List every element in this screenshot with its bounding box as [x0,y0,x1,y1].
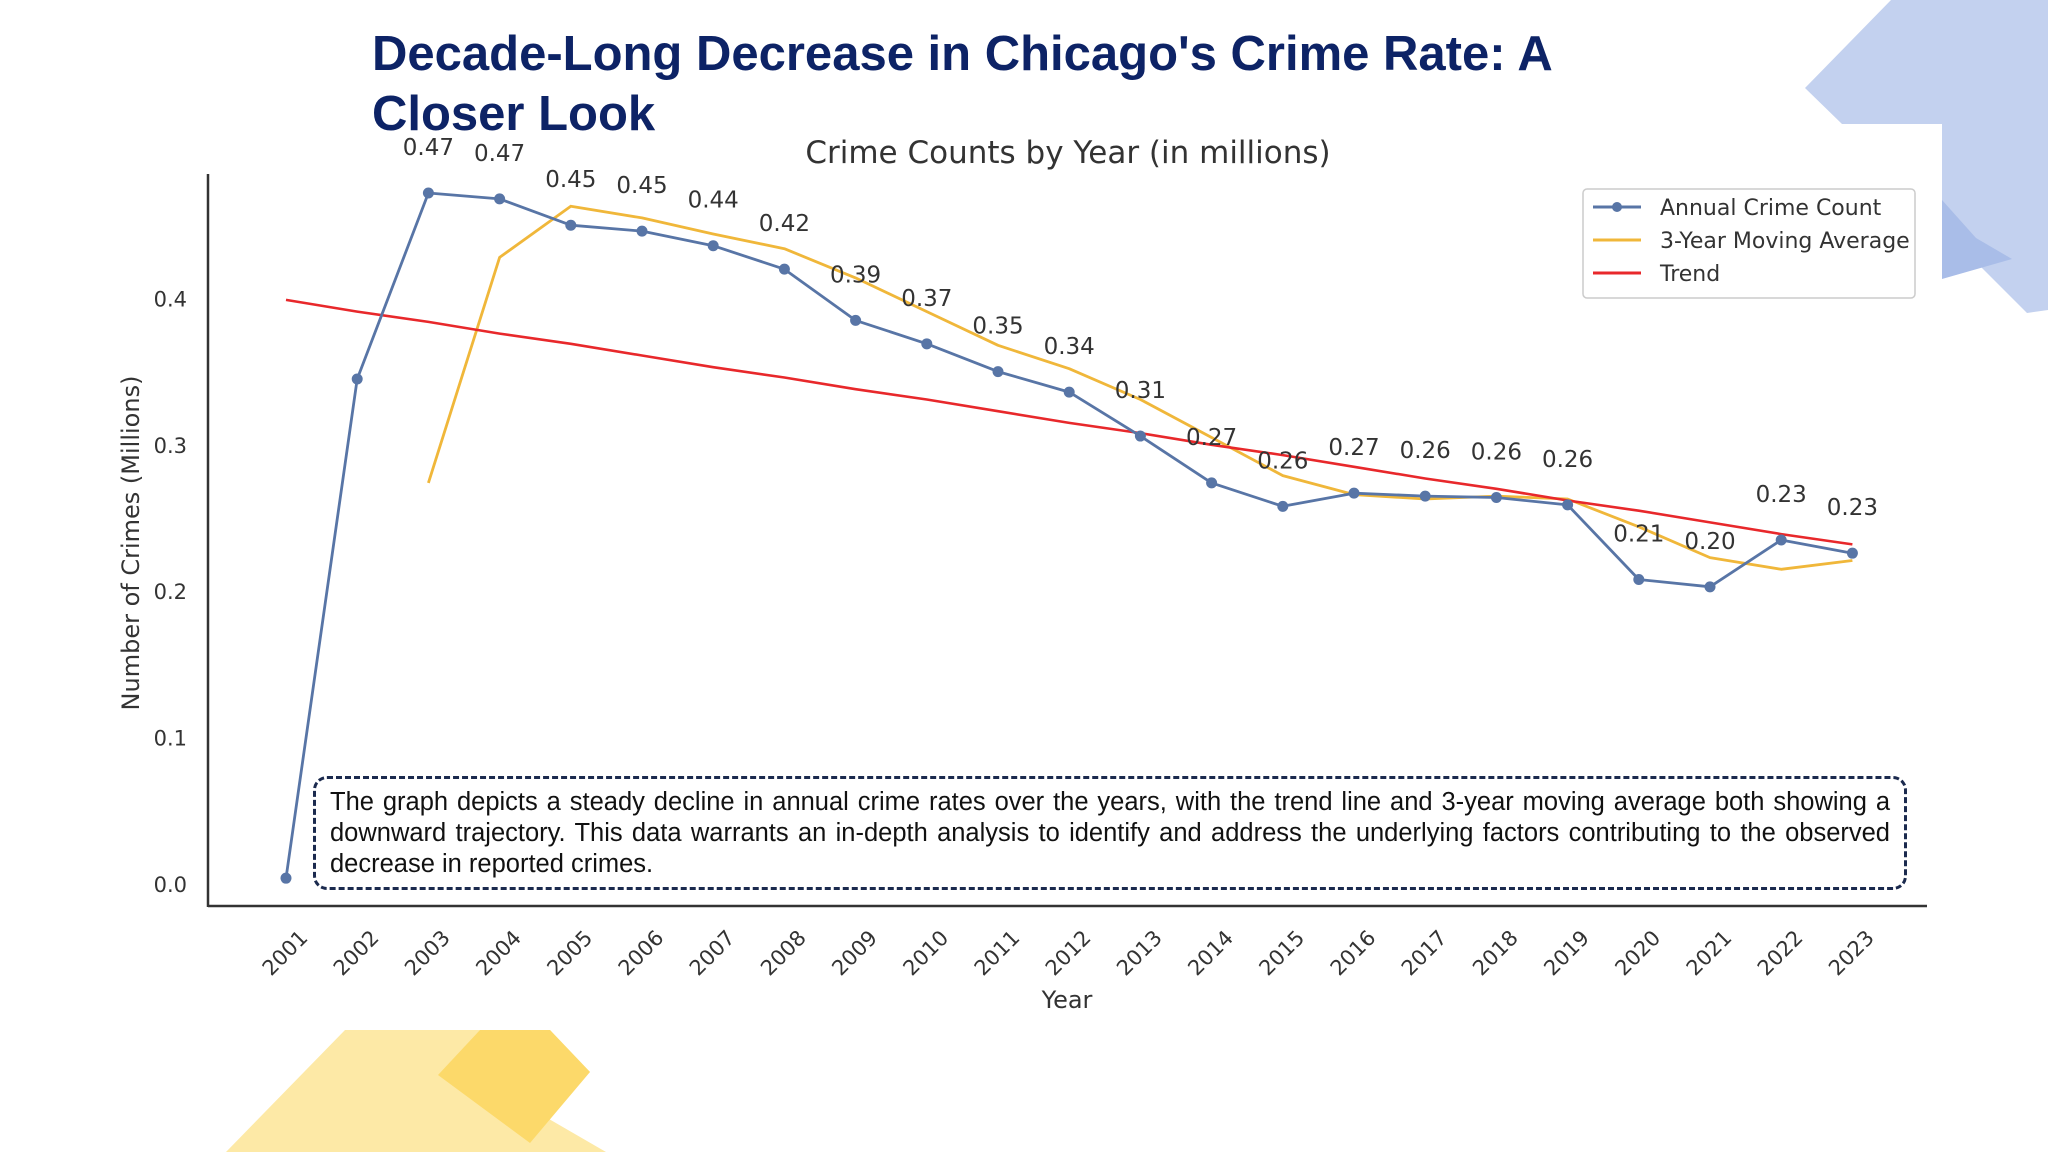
chart-caption-text: The graph depicts a steady decline in an… [330,788,1890,878]
x-tick-label: 2004 [471,926,526,981]
x-tick-label: 2002 [329,926,384,981]
x-tick-label: 2015 [1254,926,1309,981]
x-tick-label: 2011 [970,926,1025,981]
annual-crime-point [707,240,719,252]
x-tick-label: 2018 [1468,926,1523,981]
legend-label-moving-average: 3-Year Moving Average [1660,229,1910,254]
data-label: 0.23 [1827,495,1878,521]
annual-crime-point [1490,492,1502,504]
series-layer [280,187,1858,884]
x-tick-label: 2021 [1682,926,1737,981]
y-tick-label: 0.2 [154,580,187,604]
chart-title: Crime Counts by Year (in millions) [805,135,1330,171]
slide-title: Decade-Long Decrease in Chicago's Crime … [372,27,1551,141]
x-tick-label: 2014 [1183,926,1238,981]
x-tick-label: 2023 [1824,926,1879,981]
x-tick-label: 2007 [685,926,740,981]
data-label: 0.23 [1756,482,1807,508]
data-label: 0.47 [403,135,454,161]
annual-crime-point [1348,487,1360,499]
annual-crime-point [778,263,790,275]
data-label: 0.45 [616,173,667,199]
x-tick-labels: 2001 2002 2003 2004 2005 2006 2007 2008 2009 2010… [258,926,1879,981]
chart-caption-box: The graph depicts a steady decline in an… [313,776,1907,890]
y-tick-label: 0.4 [154,287,187,311]
x-tick-label: 2005 [542,926,597,981]
legend-marker-annual [1612,202,1622,212]
annual-crime-point [921,338,933,350]
x-tick-label: 2001 [258,926,313,981]
annual-crime-point [850,314,862,326]
annual-crime-point [636,225,648,237]
legend-box [1582,188,1916,299]
y-tick-label: 0.3 [154,434,187,458]
annual-crime-point [1775,534,1787,546]
annual-crime-point [1063,386,1075,398]
annual-crime-point [1633,574,1645,586]
data-label: 0.34 [1044,334,1095,360]
x-tick-label: 2006 [614,926,669,981]
data-label: 0.39 [830,262,881,288]
data-label: 0.27 [1328,435,1379,461]
x-axis-label: Year [1041,986,1093,1014]
annual-crime-point [1419,490,1431,502]
data-labels: 0.47 0.47 0.45 0.45 0.44 0.42 0.39 0.37 0.35 0.34… [403,135,1878,555]
annual-crime-point [1846,547,1858,559]
annual-crime-point [280,872,292,884]
data-label: 0.31 [1115,378,1166,404]
data-label: 0.20 [1684,529,1735,555]
x-tick-label: 2017 [1397,926,1452,981]
x-tick-label: 2003 [400,926,455,981]
x-tick-label: 2009 [827,926,882,981]
data-label: 0.42 [759,211,810,237]
annual-crime-point [1704,581,1716,593]
y-tick-labels: 0.0 0.1 0.2 0.3 0.4 [154,287,187,897]
decor-yellow-accent [438,1030,590,1143]
annual-crime-point [1277,500,1289,512]
data-label: 0.47 [474,141,525,167]
annual-crime-point [1206,477,1218,489]
data-label: 0.45 [545,167,596,193]
annual-crime-point [494,193,506,205]
data-label: 0.26 [1542,447,1593,473]
legend-label-trend: Trend [1659,262,1720,287]
x-tick-label: 2008 [756,926,811,981]
x-tick-label: 2012 [1041,926,1096,981]
annual-crime-point [992,366,1004,378]
data-label: 0.21 [1613,522,1664,548]
x-tick-label: 2019 [1539,926,1594,981]
data-label: 0.26 [1471,440,1522,466]
x-tick-label: 2016 [1326,926,1381,981]
data-label: 0.26 [1257,448,1308,474]
y-tick-label: 0.1 [154,727,187,751]
data-label: 0.37 [901,286,952,312]
data-label: 0.26 [1400,438,1451,464]
data-label: 0.44 [688,188,739,214]
annual-crime-point [351,373,363,385]
x-tick-label: 2010 [898,926,953,981]
x-tick-label: 2022 [1753,926,1808,981]
annual-crime-point [422,187,434,199]
decor-blue-accent [1942,200,2012,279]
legend-label-annual: Annual Crime Count [1660,196,1882,221]
x-tick-label: 2020 [1610,926,1665,981]
x-tick-label: 2013 [1112,926,1167,981]
annual-crime-point [565,219,577,231]
annual-crime-point [1562,499,1574,511]
moving-average-line [427,204,1853,571]
data-label: 0.35 [972,314,1023,340]
decor-blue-shape [1805,0,2048,313]
annual-crime-point [1134,430,1146,442]
data-label: 0.27 [1186,425,1237,451]
y-tick-label: 0.0 [154,873,187,897]
trend-line [285,298,1853,546]
y-axis-label: Number of Crimes (Millions) [117,376,145,711]
legend: Annual Crime Count 3-Year Moving Average… [1582,188,1916,299]
